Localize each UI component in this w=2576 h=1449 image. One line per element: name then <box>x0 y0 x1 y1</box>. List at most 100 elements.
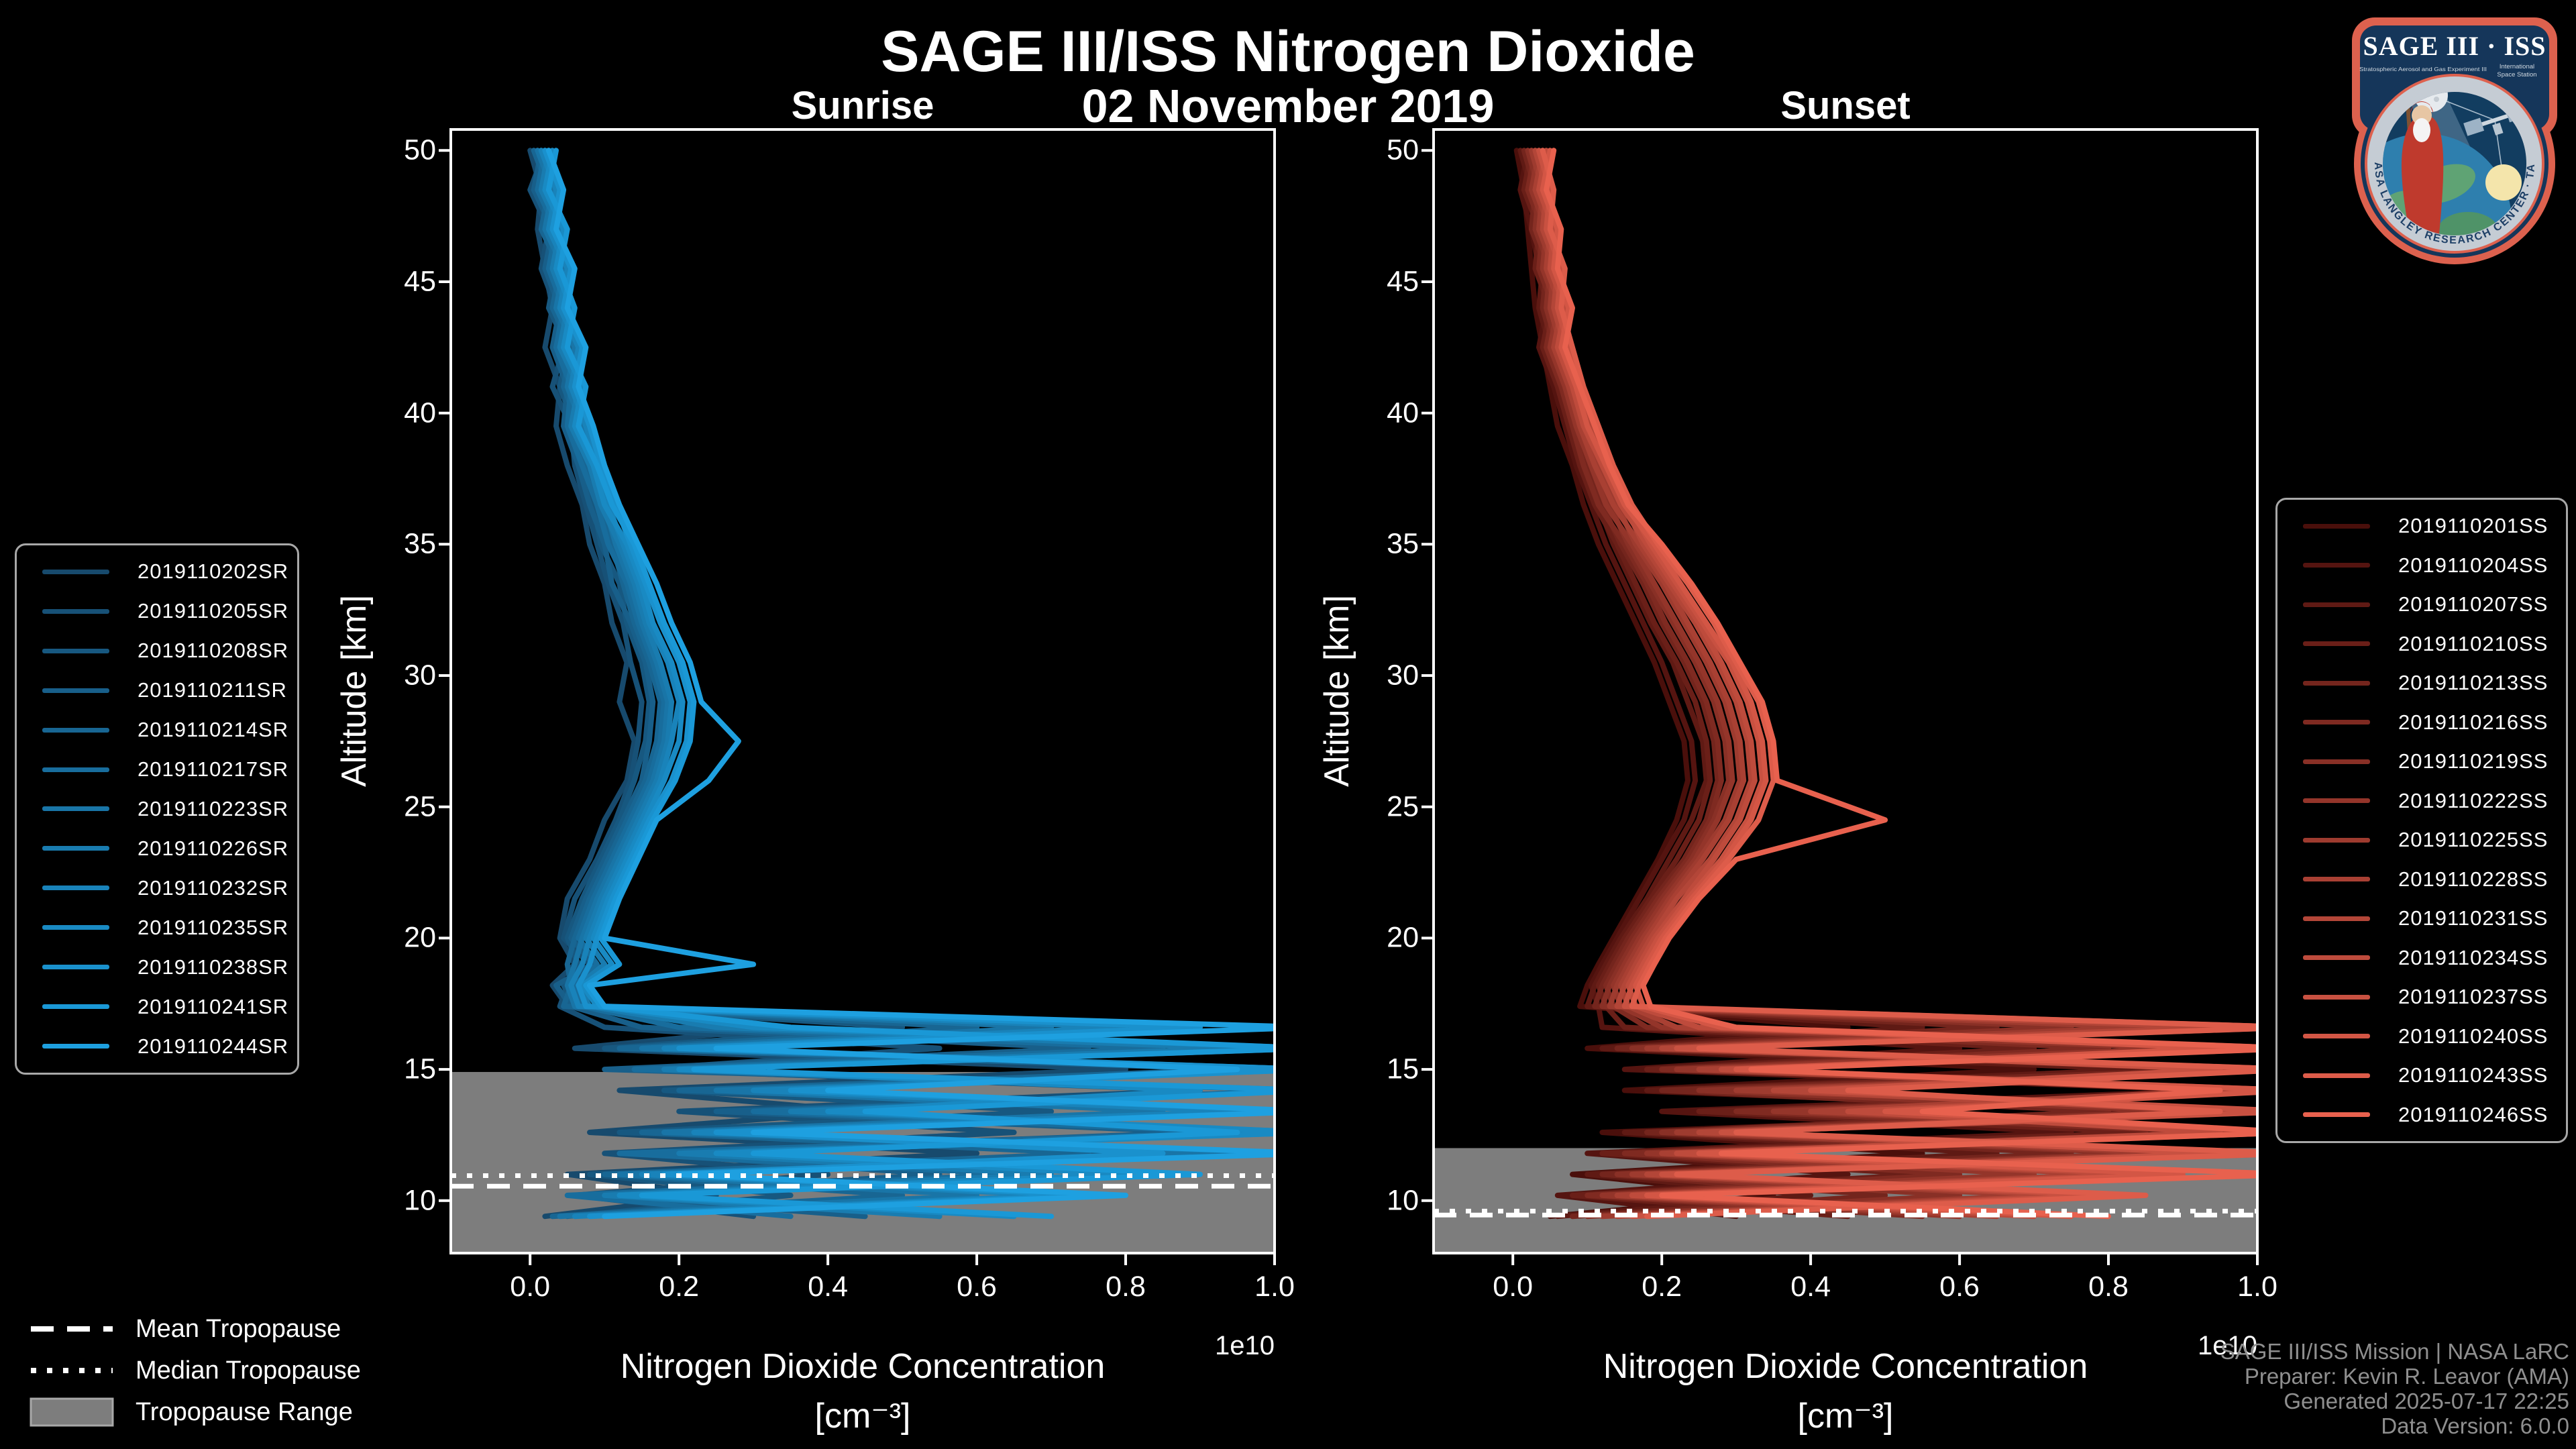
legend-item-label: 2019110238SR <box>138 955 289 979</box>
legend-line-swatch <box>2303 1112 2370 1118</box>
tropopause-legend-range-row: Tropopause Range <box>28 1391 361 1433</box>
logo-subtitle-left: Stratospheric Aerosol and Gas Experiment… <box>2359 66 2487 72</box>
legend-item: 2019110219SS <box>2277 749 2566 773</box>
legend-item-label: 2019110202SR <box>138 559 289 584</box>
sunrise-x-tick-label: 0.6 <box>957 1271 997 1303</box>
legend-line-swatch <box>42 688 109 693</box>
legend-item-label: 2019110214SR <box>138 718 289 742</box>
legend-item: 2019110204SS <box>2277 553 2566 578</box>
tropopause-legend: Mean Tropopause Median Tropopause Tropop… <box>28 1308 361 1433</box>
legend-item-label: 2019110237SS <box>2398 985 2548 1009</box>
logo-sage-figure <box>2401 92 2444 234</box>
legend-item: 2019110228SS <box>2277 867 2566 892</box>
legend-item-label: 2019110225SS <box>2398 828 2548 852</box>
sunrise-x-axis-label: Nitrogen Dioxide Concentration [cm⁻³] <box>621 1342 1106 1441</box>
sunrise-y-tick-label: 35 <box>404 527 436 560</box>
legend-line-swatch <box>42 767 109 772</box>
sunrise-title: Sunrise <box>791 84 934 127</box>
credits-version-line: Data Version: 6.0.0 <box>2381 1413 2569 1438</box>
legend-item-label: 2019110234SS <box>2398 945 2548 969</box>
legend-line-swatch <box>42 1044 109 1049</box>
legend-item: 2019110223SR <box>17 797 297 821</box>
sunrise-y-axis-label: Altitude [km] <box>335 594 374 788</box>
legend-line-swatch <box>42 965 109 970</box>
legend-item-label: 2019110232SR <box>138 875 289 900</box>
sunset-title: Sunset <box>1780 84 1911 127</box>
legend-line-swatch <box>42 727 109 733</box>
legend-item: 2019110217SR <box>17 757 297 782</box>
legend-item: 2019110211SR <box>17 678 297 702</box>
legend-line-swatch <box>2303 680 2370 686</box>
legend-item-label: 2019110226SR <box>138 836 289 860</box>
legend-item: 2019110246SS <box>2277 1103 2566 1127</box>
credits-mission-line: SAGE III/ISS Mission | NASA LaRC <box>2220 1339 2569 1364</box>
legend-item-label: 2019110243SS <box>2398 1063 2548 1087</box>
credits-preparer-line: Preparer: Kevin R. Leavor (AMA) <box>2244 1364 2569 1389</box>
legend-item: 2019110207SS <box>2277 592 2566 616</box>
mean-tropopause-dashed-line-swatch <box>31 1326 113 1332</box>
legend-item: 2019110201SS <box>2277 514 2566 538</box>
sunset-y-tick-label: 20 <box>1387 921 1419 954</box>
legend-item: 2019110222SS <box>2277 789 2566 813</box>
sunrise-x-axis-label-line1: Nitrogen Dioxide Concentration <box>620 1347 1106 1386</box>
legend-item-label: 2019110219SS <box>2398 749 2548 773</box>
sunset-axes-spines <box>1432 128 2259 1254</box>
legend-line-swatch <box>2303 916 2370 921</box>
legend-item: 2019110240SS <box>2277 1024 2566 1049</box>
sunrise-y-tick-label: 30 <box>404 659 436 692</box>
sunrise-axes-spines <box>449 128 1276 1254</box>
sunrise-y-tick-label: 50 <box>404 133 436 166</box>
legend-item: 2019110214SR <box>17 718 297 742</box>
legend-line-swatch <box>2303 602 2370 607</box>
sunset-x-tick-label: 0.2 <box>1642 1271 1682 1303</box>
legend-line-swatch <box>2303 720 2370 725</box>
legend-item: 2019110238SR <box>17 955 297 979</box>
sunrise-series-legend: 2019110202SR 2019110205SR 2019110208SR 2019… <box>15 543 299 1075</box>
legend-line-swatch <box>2303 994 2370 1000</box>
tropopause-legend-label: Mean Tropopause <box>136 1314 341 1343</box>
sunrise-x-tick-label: 0.0 <box>510 1271 551 1303</box>
sunset-x-axis-label-line1: Nitrogen Dioxide Concentration <box>1603 1347 2088 1386</box>
credits-block: SAGE III/ISS Mission | NASA LaRC Prepare… <box>2220 1339 2569 1438</box>
figure-date: 02 November 2019 <box>1081 80 1495 132</box>
legend-item-label: 2019110240SS <box>2398 1024 2548 1048</box>
legend-item-label: 2019110213SS <box>2398 671 2548 695</box>
legend-item-label: 2019110244SR <box>138 1034 289 1058</box>
sage-iss-mission-patch-logo: ✦ ✦ ✦ SAGE III · ISS Stratospheric Aeros <box>2344 9 2557 264</box>
legend-item-label: 2019110211SR <box>138 678 287 702</box>
sunrise-plot-area: 0.0 0.2 0.4 0.6 0.8 1.0 10 15 20 25 30 35 40 45 50 <box>404 128 1295 1303</box>
legend-item-label: 2019110217SR <box>138 757 289 782</box>
profile-line-2019110243SS <box>1540 148 2257 1220</box>
legend-item: 2019110243SS <box>2277 1063 2566 1087</box>
sunset-x-tick-label: 1.0 <box>2237 1271 2277 1303</box>
sunset-y-tick-label: 45 <box>1387 265 1419 298</box>
legend-line-swatch <box>2303 1034 2370 1039</box>
legend-line-swatch <box>2303 523 2370 529</box>
legend-item-label: 2019110235SR <box>138 915 289 939</box>
sunset-y-axis-label: Altitude [km] <box>1318 594 1356 788</box>
sunset-plot-svg <box>1421 128 2259 1265</box>
logo-sun <box>2485 164 2522 201</box>
sunset-y-tick-label: 10 <box>1387 1184 1419 1217</box>
sunset-x-tick-label: 0.4 <box>1790 1271 1831 1303</box>
legend-item-label: 2019110204SS <box>2398 553 2548 577</box>
legend-item: 2019110232SR <box>17 876 297 900</box>
sunrise-axis-offset-label: 1e10 <box>1215 1331 1275 1360</box>
sunrise-y-tick-label: 45 <box>404 265 436 298</box>
sunrise-y-tick-label: 40 <box>404 396 436 429</box>
sunrise-x-tick-label: 0.8 <box>1106 1271 1146 1303</box>
legend-item-label: 2019110201SS <box>2398 514 2548 538</box>
sunset-y-tick-label: 40 <box>1387 396 1419 429</box>
sunrise-y-tick-label: 15 <box>404 1053 436 1085</box>
legend-item: 2019110241SR <box>17 995 297 1019</box>
median-tropopause-dotted-line-swatch <box>31 1368 113 1373</box>
legend-item: 2019110208SR <box>17 639 297 663</box>
legend-item: 2019110244SR <box>17 1034 297 1059</box>
sunrise-y-tick-label: 10 <box>404 1184 436 1217</box>
logo-title: SAGE III · ISS <box>2363 31 2546 61</box>
legend-line-swatch <box>42 608 109 614</box>
legend-item: 2019110226SR <box>17 837 297 861</box>
legend-line-swatch <box>2303 955 2370 961</box>
sunset-x-tick-label: 0.6 <box>1939 1271 1980 1303</box>
logo-subtitle-right-2: Space Station <box>2497 71 2536 78</box>
